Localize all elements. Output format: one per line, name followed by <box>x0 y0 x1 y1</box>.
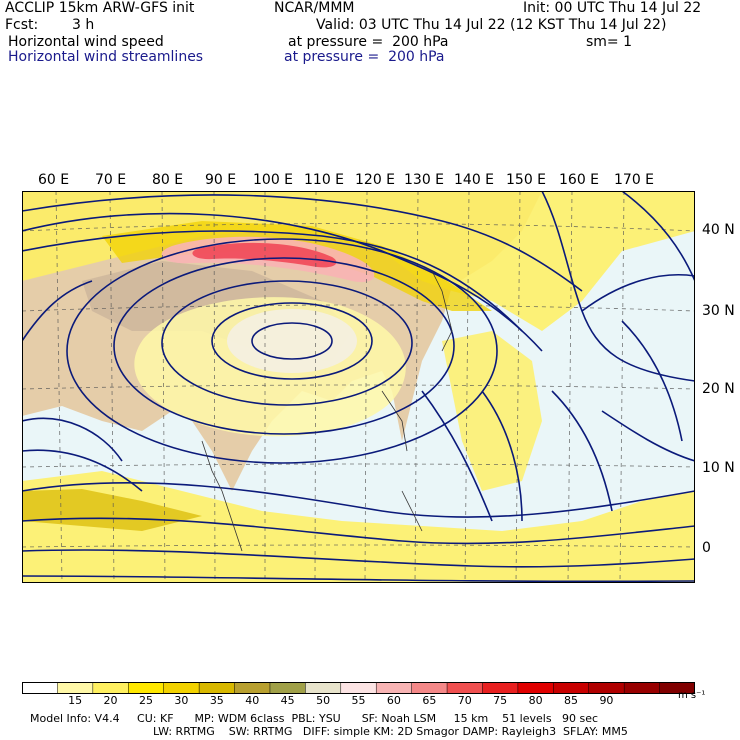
forecast-label: Fcst: <box>5 17 39 33</box>
jet-max-core <box>192 242 337 268</box>
colorbar-label: 30 <box>174 694 189 707</box>
streamlines <box>22 191 695 583</box>
wind-map <box>22 191 695 583</box>
colorbar-cell <box>269 682 307 694</box>
lat-label: 40 N <box>702 222 735 238</box>
lon-label: 150 E <box>506 172 547 188</box>
forecast-hour: 3 h <box>72 17 95 33</box>
coastline <box>201 270 453 552</box>
speed-zone-lowlat <box>22 471 695 583</box>
map-frame <box>22 191 695 583</box>
field1-name: Horizontal wind speed <box>8 34 164 50</box>
anticyclone-center <box>227 309 357 373</box>
lon-label: 110 E <box>304 172 345 188</box>
colorbar-label: 60 <box>386 694 401 707</box>
colorbar-label: 40 <box>245 694 260 707</box>
lat-label: 20 N <box>702 381 735 397</box>
init-time: Init: 00 UTC Thu 14 Jul 22 <box>523 0 702 16</box>
footer-line2: LW: RRTMG SW: RRTMG DIFF: simple KM: 2D … <box>153 725 628 738</box>
lon-label: 60 E <box>38 172 70 188</box>
lon-label: 90 E <box>205 172 237 188</box>
colorbar-label: 55 <box>351 694 366 707</box>
colorbar-cell <box>57 682 94 694</box>
lon-label: 140 E <box>454 172 495 188</box>
colorbar-unit: m s⁻¹ <box>678 690 706 701</box>
colorbar-cell <box>305 682 342 694</box>
model-title: ACCLIP 15km ARW-GFS init <box>5 0 195 16</box>
lon-label: 70 E <box>95 172 127 188</box>
colorbar-cell <box>623 682 661 694</box>
lon-label: 130 E <box>404 172 445 188</box>
colorbar-label: 80 <box>528 694 543 707</box>
lat-label: 30 N <box>702 303 735 319</box>
lon-label: 170 E <box>614 172 655 188</box>
field2-level: at pressure = 200 hPa <box>284 49 445 65</box>
speed-zone-lowlat-gold <box>22 489 202 531</box>
speed-zone-east <box>442 331 542 491</box>
colorbar-label: 90 <box>599 694 614 707</box>
colorbar-cell <box>659 682 695 694</box>
colorbar-cell <box>22 682 59 694</box>
colorbar-cell <box>163 682 200 694</box>
colorbar-cell <box>411 682 448 694</box>
lat-label: 0 <box>702 540 711 556</box>
smoothing-label: sm= 1 <box>586 34 633 50</box>
colorbar <box>22 682 695 694</box>
colorbar-label: 45 <box>280 694 295 707</box>
colorbar-label: 25 <box>138 694 153 707</box>
colorbar-label: 70 <box>457 694 472 707</box>
colorbar-cell <box>198 682 236 694</box>
lat-label: 10 N <box>702 460 735 476</box>
colorbar-cell <box>375 682 413 694</box>
colorbar-cell <box>446 682 484 694</box>
colorbar-cell <box>482 682 519 694</box>
lon-label: 160 E <box>559 172 600 188</box>
valid-time: Valid: 03 UTC Thu 14 Jul 22 (12 KST Thu … <box>316 17 667 33</box>
colorbar-cell <box>517 682 555 694</box>
colorbar-label: 15 <box>68 694 83 707</box>
colorbar-cell <box>234 682 271 694</box>
colorbar-label: 85 <box>564 694 579 707</box>
footer-line1: Model Info: V4.4 CU: KF MP: WDM 6class P… <box>30 712 599 725</box>
colorbar-label: 75 <box>493 694 508 707</box>
colorbar-label: 65 <box>422 694 437 707</box>
field1-level: at pressure = 200 hPa <box>288 34 449 50</box>
colorbar-cell <box>588 682 625 694</box>
colorbar-label: 20 <box>103 694 118 707</box>
org-label: NCAR/MMM <box>274 0 355 16</box>
colorbar-label: 50 <box>316 694 331 707</box>
colorbar-label: 35 <box>209 694 224 707</box>
lon-label: 100 E <box>253 172 294 188</box>
colorbar-cell <box>340 682 377 694</box>
lon-label: 120 E <box>355 172 396 188</box>
colorbar-cell <box>92 682 130 694</box>
field2-name: Horizontal wind streamlines <box>8 49 204 65</box>
colorbar-cell <box>553 682 590 694</box>
lon-label: 80 E <box>152 172 184 188</box>
colorbar-cell <box>128 682 165 694</box>
